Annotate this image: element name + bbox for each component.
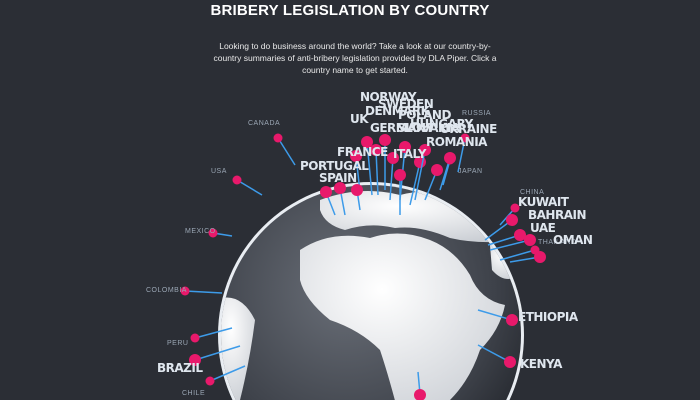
pin-line	[457, 137, 466, 173]
pin-line	[366, 141, 373, 196]
pin-line	[409, 161, 421, 206]
pin[interactable]	[514, 229, 526, 241]
country-label[interactable]: OMAN	[553, 233, 593, 247]
pin-line	[184, 290, 223, 294]
pin-line	[277, 137, 296, 166]
pin[interactable]	[320, 186, 332, 198]
pin[interactable]	[419, 144, 431, 156]
pin[interactable]	[431, 164, 443, 176]
country-label[interactable]: THAILAND	[538, 239, 577, 246]
country-label[interactable]: UKRAINE	[440, 122, 498, 136]
country-label[interactable]: USA	[211, 168, 227, 175]
pin[interactable]	[351, 184, 363, 196]
country-label[interactable]: SWEDEN	[378, 97, 434, 111]
page-title: BRIBERY LEGISLATION BY COUNTRY	[210, 2, 490, 19]
country-label[interactable]: BAHRAIN	[528, 208, 587, 222]
country-label[interactable]: UK	[350, 112, 370, 126]
pin[interactable]	[460, 133, 470, 143]
country-label[interactable]: ROMANIA	[426, 135, 489, 149]
country-label[interactable]: GERMANY	[370, 121, 435, 135]
pin[interactable]	[510, 203, 520, 213]
country-label[interactable]: POLAND	[398, 108, 452, 122]
pin[interactable]	[273, 133, 283, 143]
pin-line	[209, 365, 246, 382]
pin[interactable]	[232, 175, 242, 185]
pin[interactable]	[506, 214, 518, 226]
pin[interactable]	[180, 286, 190, 296]
pin[interactable]	[370, 144, 382, 156]
pin[interactable]	[208, 228, 218, 238]
pin-line	[389, 157, 394, 201]
country-label[interactable]: KUWAIT	[518, 195, 570, 209]
pin-line	[194, 345, 241, 361]
pin[interactable]	[504, 356, 516, 368]
pin-line	[489, 239, 531, 251]
pin-line	[194, 327, 233, 339]
pin[interactable]	[399, 141, 411, 153]
pin[interactable]	[190, 333, 200, 343]
pin[interactable]	[205, 376, 215, 386]
country-label[interactable]: MEXICO	[185, 228, 216, 235]
pin[interactable]	[445, 155, 455, 165]
country-label[interactable]: BRAZIL	[157, 361, 204, 375]
country-label[interactable]: CANADA	[248, 120, 280, 127]
pin-line	[477, 344, 511, 363]
country-label[interactable]: NORWAY	[360, 90, 417, 104]
country-label[interactable]: CHINA	[520, 189, 544, 196]
country-label[interactable]: PERU	[167, 340, 188, 347]
pin[interactable]	[350, 150, 362, 162]
pin	[414, 389, 426, 400]
country-label[interactable]: UAE	[530, 221, 556, 235]
country-label[interactable]: KENYA	[520, 357, 564, 371]
country-label[interactable]: JAPAN	[458, 168, 483, 175]
country-label[interactable]: HUNGARY	[410, 117, 474, 131]
pin[interactable]	[334, 182, 346, 194]
country-label[interactable]: CHILE	[182, 390, 205, 397]
pin[interactable]	[394, 169, 406, 181]
pin-line	[236, 179, 263, 196]
country-label[interactable]: COLOMBIA	[146, 287, 187, 294]
pin-line	[499, 249, 536, 261]
pin-line	[414, 149, 426, 201]
country-label[interactable]: ETHIOPIA	[518, 310, 579, 324]
country-label[interactable]: DENMARK	[365, 104, 431, 118]
country-label[interactable]: RUSSIA	[462, 110, 491, 117]
pin[interactable]	[379, 134, 391, 146]
pin[interactable]	[506, 314, 518, 326]
pin[interactable]	[189, 354, 201, 366]
pin[interactable]	[387, 152, 399, 164]
pin[interactable]	[361, 136, 373, 148]
country-label[interactable]: PORTUGAL	[300, 159, 370, 173]
pin-line	[375, 149, 379, 196]
intro-text: Looking to do business around the world?…	[213, 41, 497, 75]
pin[interactable]	[534, 251, 546, 263]
country-label[interactable]: FRANCE	[337, 145, 389, 159]
country-label[interactable]: ITALY	[393, 147, 427, 161]
pin[interactable]	[524, 234, 536, 246]
country-label[interactable]: SLOVAKIA	[397, 121, 461, 135]
country-label[interactable]: SPAIN	[319, 171, 357, 185]
